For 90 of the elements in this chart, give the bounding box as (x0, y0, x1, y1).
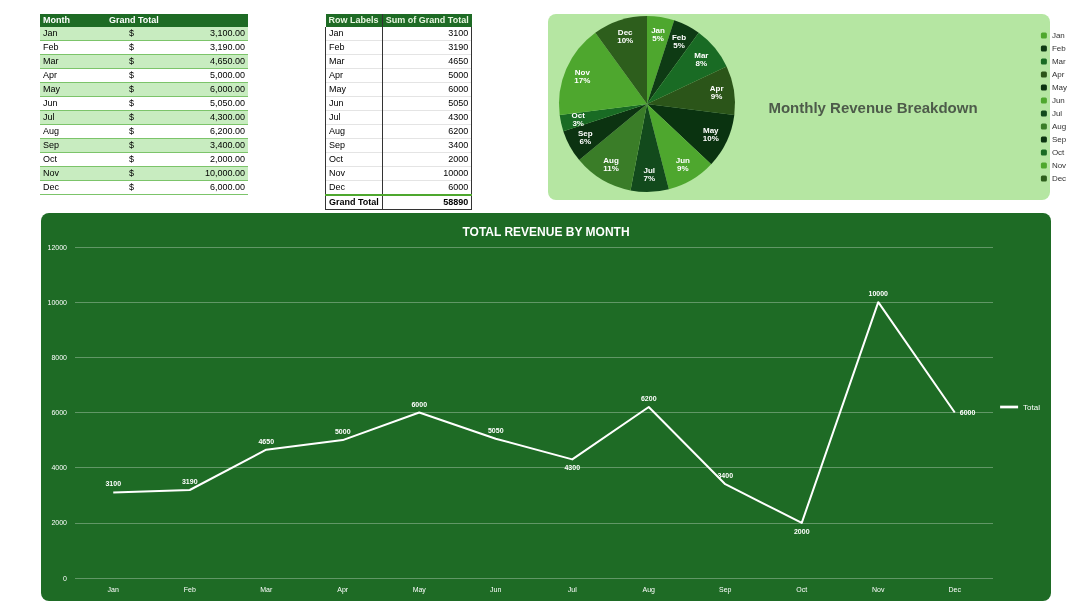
slice-label: Oct (571, 110, 586, 120)
slice-label: Aug (603, 156, 619, 166)
text: $ 6,000.00 (128, 84, 245, 94)
slice-label: May (703, 125, 720, 135)
slice-label: Nov (574, 67, 591, 77)
data-label: 3190 (382, 40, 472, 55)
data-label: 8% (695, 58, 708, 68)
category-label: Jul (325, 110, 383, 125)
data-label: 6000 (382, 82, 472, 97)
data-label: 3400 (382, 138, 472, 153)
category-label: Aug (325, 124, 383, 139)
text: Month (42, 14, 71, 27)
category-label: Feb (325, 40, 383, 55)
text: $ 4,300.00 (128, 112, 245, 122)
category-label: Dec (42, 181, 60, 194)
data-label: 17% (574, 75, 591, 85)
text: $ 2,000.00 (128, 154, 245, 164)
category-label: May (42, 83, 61, 96)
slice-label: Dec (617, 28, 634, 38)
legend-label: Oct (1051, 148, 1066, 157)
data-label: 5000 (382, 68, 472, 83)
slice-label: Mar (694, 50, 709, 60)
category-label: Nov (42, 167, 60, 180)
text: $ 4,650.00 (128, 56, 245, 66)
category-label: Sep (42, 139, 60, 152)
legend-label: Total (1023, 402, 1041, 412)
slice-label: Jan (651, 25, 666, 35)
category-label: Jul (42, 111, 56, 124)
category-label: Jan (42, 27, 59, 40)
text: $ 5,000.00 (128, 70, 245, 80)
category-label: Jun (325, 96, 383, 111)
data-label: 5% (673, 40, 685, 50)
legend-label: Sep (1051, 135, 1067, 144)
legend-label: Jan (1051, 31, 1065, 40)
legend-label: Dec (1051, 174, 1067, 183)
text: Grand Total (107, 14, 160, 27)
legend-label: Jul (1051, 109, 1063, 118)
legend-label: Jun (1051, 96, 1065, 105)
text: $ 3,100.00 (128, 28, 245, 38)
data-label: 5050 (382, 96, 472, 111)
data-label: 7% (643, 173, 655, 183)
data-label: 11% (603, 164, 619, 174)
category-label: Apr (325, 68, 383, 83)
category-label: Mar (42, 55, 60, 68)
category-label: Oct (325, 152, 383, 167)
slice-label: Jun (675, 156, 691, 166)
text: $ 10,000.00 (128, 168, 245, 178)
text: $ 6,000.00 (128, 182, 245, 192)
category-label: Oct (42, 153, 58, 166)
text: Row Labels (325, 14, 383, 27)
data-label: 6200 (382, 124, 472, 139)
data-label: 2000 (382, 152, 472, 167)
category-label: Apr (42, 69, 58, 82)
slice-label: Jul (643, 165, 655, 175)
text: $ 5,050.00 (128, 98, 245, 108)
category-label: Nov (325, 166, 383, 181)
slice-label: Sep (577, 129, 593, 139)
text: $ 6,200.00 (128, 126, 245, 136)
data-label: 3% (572, 118, 584, 128)
data-label: 9% (677, 164, 689, 174)
data-label: 5% (652, 33, 664, 43)
text: Grand Total (325, 195, 383, 210)
category-label: Mar (325, 54, 383, 69)
category-label: Jun (42, 97, 59, 110)
data-label: 3100 (382, 27, 472, 41)
slice-label: Apr (709, 84, 724, 94)
text: $ 3,400.00 (128, 140, 245, 150)
text: Monthly Revenue Breakdown (768, 98, 978, 116)
legend-label: Aug (1051, 122, 1067, 131)
chart-title: TOTAL REVENUE BY MONTH (462, 225, 630, 239)
legend-label: Apr (1051, 70, 1065, 79)
legend-label: May (1051, 83, 1068, 92)
legend-label: Mar (1051, 57, 1066, 66)
category-label: Sep (325, 138, 383, 153)
data-label: 6000 (382, 180, 472, 195)
category-label: Feb (42, 41, 60, 54)
category-label: Jan (325, 27, 383, 41)
text: $ 3,190.00 (128, 42, 245, 52)
category-label: Dec (325, 180, 383, 195)
data-label: 4300 (382, 110, 472, 125)
data-label: 10000 (382, 166, 472, 181)
text: 58890 (443, 197, 469, 207)
data-label: 10% (702, 133, 719, 143)
data-label: 4650 (382, 54, 472, 69)
slice-label: Feb (671, 32, 687, 42)
category-label: Aug (42, 125, 60, 138)
data-label: 10% (617, 36, 634, 46)
legend-label: Nov (1051, 161, 1067, 170)
category-label: May (325, 82, 383, 97)
legend-label: Feb (1051, 44, 1067, 53)
